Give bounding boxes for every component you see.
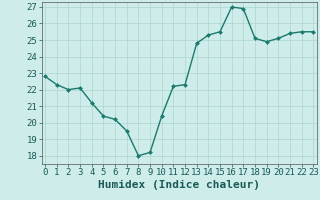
X-axis label: Humidex (Indice chaleur): Humidex (Indice chaleur) <box>98 180 260 190</box>
